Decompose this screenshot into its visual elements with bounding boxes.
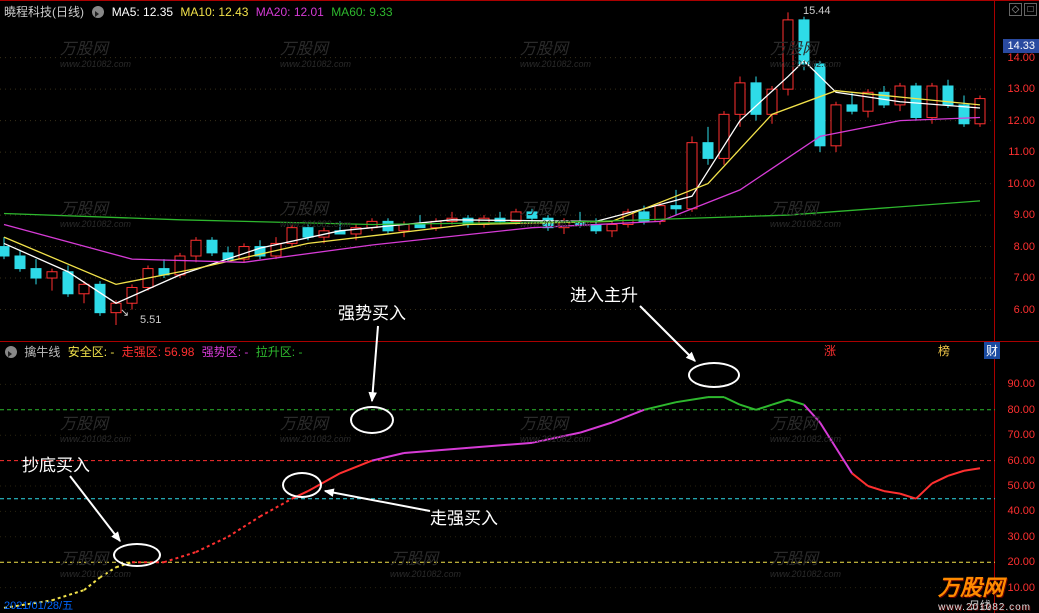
ytick: 80.00 — [1007, 404, 1035, 416]
ytick: 6.00 — [1014, 304, 1035, 316]
ytick: 70.00 — [1007, 429, 1035, 441]
stock-chart-root: ◇□ 曉程科技(日线) MA5: 12.35 MA10: 12.43 MA20:… — [0, 0, 1039, 613]
peak-price-label: 15.44 — [803, 5, 831, 17]
ytick: 60.00 — [1007, 455, 1035, 467]
ytick: 13.00 — [1007, 83, 1035, 95]
indicator-panel: 擒牛线 安全区: - 走强区: 56.98 强势区: - 拉升区: - 10.0… — [0, 341, 1039, 613]
zone-legend-item: 拉升区: - — [256, 345, 303, 359]
ytick: 20.00 — [1007, 556, 1035, 568]
site-logo: 万股网 www.201082.com — [938, 570, 1031, 613]
ytick: 14.00 — [1007, 52, 1035, 64]
panel-controls[interactable]: ◇□ — [1007, 3, 1037, 16]
indicator-legend: 擒牛线 安全区: - 走强区: 56.98 强势区: - 拉升区: - — [4, 343, 310, 360]
badge: 涨 — [824, 342, 836, 359]
ytick: 8.00 — [1014, 241, 1035, 253]
top-legend: 曉程科技(日线) MA5: 12.35 MA10: 12.43 MA20: 12… — [4, 3, 401, 20]
ytick: 12.00 — [1007, 115, 1035, 127]
ma-legend-item: MA5: 12.35 — [112, 5, 173, 19]
ytick: 10.00 — [1007, 178, 1035, 190]
ytick: 9.00 — [1014, 209, 1035, 221]
ytick: 90.00 — [1007, 378, 1035, 390]
ma-legend-item: MA10: 12.43 — [180, 5, 248, 19]
price-panel: ◇□ 曉程科技(日线) MA5: 12.35 MA10: 12.43 MA20:… — [0, 0, 1039, 342]
indicator-svg — [0, 341, 995, 613]
stock-title: 曉程科技(日线) — [4, 5, 84, 19]
ytick: 50.00 — [1007, 480, 1035, 492]
zone-legend-item: 走强区: 56.98 — [122, 345, 195, 359]
badge: 财 — [984, 342, 1000, 359]
badge: 榜 — [938, 342, 950, 359]
dropdown-icon[interactable] — [92, 6, 104, 18]
ma-legend-item: MA20: 12.01 — [256, 5, 324, 19]
ytick: 30.00 — [1007, 531, 1035, 543]
ma-legend-item: MA60: 9.33 — [331, 5, 392, 19]
current-price-flag: 14.33 — [1003, 39, 1039, 53]
zone-legend-item: 安全区: - — [68, 345, 115, 359]
ytick: 7.00 — [1014, 272, 1035, 284]
ytick: 11.00 — [1008, 146, 1035, 158]
date-label: 2021/01/28/五 — [4, 597, 73, 613]
indicator-title: 擒牛线 — [24, 345, 60, 359]
ytick: 40.00 — [1007, 505, 1035, 517]
zone-legend-item: 强势区: - — [202, 345, 249, 359]
price-svg — [0, 1, 995, 341]
dropdown-icon[interactable] — [5, 346, 17, 358]
